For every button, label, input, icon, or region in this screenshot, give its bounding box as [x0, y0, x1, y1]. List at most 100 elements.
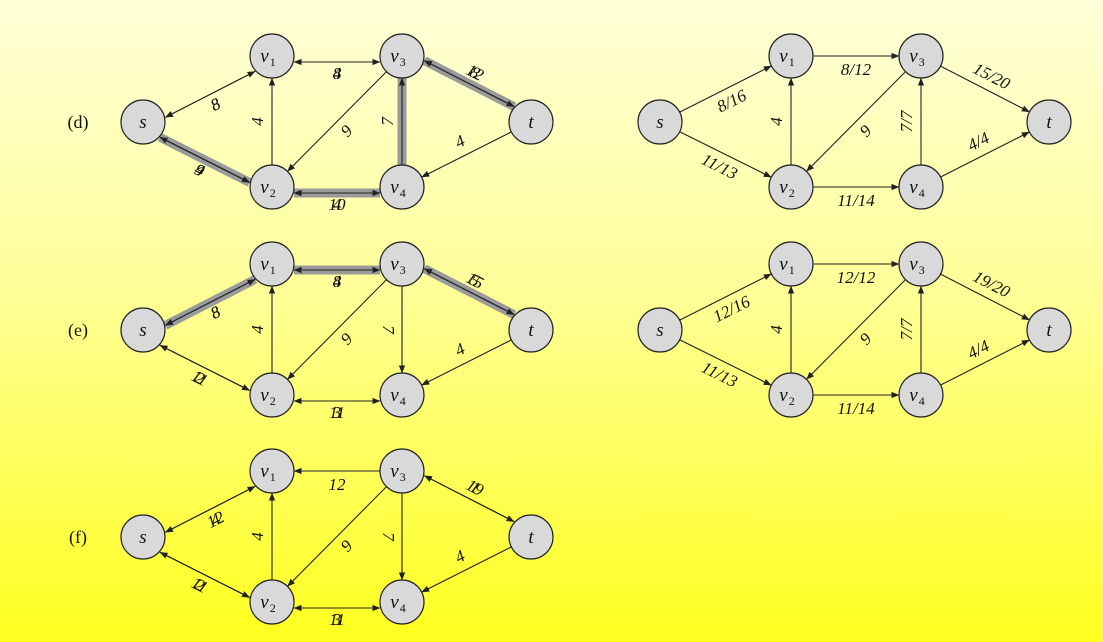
panel-f-residual-edge-label-v2-v4: 3: [332, 610, 342, 629]
panel-d-residual-edge-v2-s: [159, 136, 250, 183]
panel-d-flow-edge-s-v2: [679, 131, 772, 178]
panel-e-residual-edge-label-v2-v4: 3: [332, 403, 342, 422]
panel-f-residual-edge-v2-s: [159, 551, 250, 598]
panel-e-residual-edge-t-v4: [421, 339, 512, 386]
panel-e-residual-edge-label-t-v4: 4: [452, 339, 469, 360]
panel-f-residual-node-v2: [249, 579, 295, 625]
panel-e-flow-edge-label-v3-t: 19/20: [970, 267, 1014, 302]
panel-d-flow-edge-label-v2-v1: 4: [767, 117, 786, 126]
panel-e-flow-node-v1: [768, 241, 814, 287]
panel-e-residual-node-label-t: t: [528, 320, 534, 341]
panel-label-e: (e): [68, 320, 88, 341]
panel-d-residual-edge-t-v3: [423, 60, 515, 108]
panel-e-residual-edge-v2-s: [159, 344, 250, 391]
panel-d-flow-edge-v4-t: [940, 131, 1030, 178]
panel-e-flow-node-label-s: s: [656, 320, 663, 341]
panel-e-residual-edge-label-v2-v1: 4: [248, 325, 267, 334]
panel-d-residual-node-t: [508, 99, 554, 145]
panel-d-residual-node-label-s: s: [139, 112, 146, 133]
panel-e-flow-edge-v3-t: [940, 273, 1030, 321]
panel-d-residual-edge-label-v1-s: 8: [207, 94, 224, 115]
panel-e-flow-edge-v3-v2: [806, 279, 906, 380]
panel-e-residual-edge-label-t-v3: 15: [463, 268, 487, 293]
panel-e-flow-edge-label-v4-v3: 7/7: [897, 317, 916, 340]
panel-f-residual-edge-t-v3: [423, 475, 515, 523]
panel-e-flow-node-v2: [768, 372, 814, 418]
panel-d-flow-edge-label-s-v2: 11/13: [698, 150, 740, 184]
panel-e-flow-edge-label-s-v1: 12/16: [710, 292, 754, 327]
panel-e-residual-edge-label-v4-v2: 11: [329, 403, 345, 422]
panel-d-flow-node-v1: [768, 33, 814, 79]
panel-d-residual-edge-label-v2-v1: 4: [248, 117, 267, 126]
panel-e-residual-edge-t-v3: [423, 268, 515, 316]
panel-d-residual-node-v3: [379, 33, 425, 79]
panel-e-flow-edge-label-v1-v3: 12/12: [837, 268, 876, 287]
panel-d-residual-edge-label-v3-v2: 9: [337, 121, 357, 141]
panel-f-residual-node-v4: [379, 579, 425, 625]
panel-d-flow-node-s: [637, 99, 683, 145]
panel-f-residual-edge-label-v3-v2: 9: [337, 536, 357, 556]
panel-e-flow-edge-v4-t: [940, 339, 1030, 386]
panel-e-flow-node-label-t: t: [1046, 320, 1052, 341]
panel-f-residual-edge-label-v3-v4: 7: [379, 532, 398, 542]
panel-e-flow-edge-s-v2: [679, 339, 772, 386]
panel-e-flow-edge-label-v2-v1: 4: [767, 325, 786, 334]
panel-e-residual-node-v1: [249, 241, 295, 287]
panel-e-residual-edge-label-v3-v4: 7: [379, 325, 398, 335]
panel-e-residual-edge-label-v3-v2: 9: [337, 329, 357, 349]
panel-d-residual-edge-label-v4-v3: 7: [378, 116, 397, 126]
panel-e-flow-edge-label-v4-t: 4/4: [964, 336, 992, 363]
panel-d-residual-edge-v1-s: [164, 70, 256, 118]
panel-d-flow-edge-label-s-v1: 8/16: [714, 86, 750, 117]
panel-f-residual-node-t: [508, 514, 554, 560]
panel-e-flow-node-v4: [898, 372, 944, 418]
panel-f-residual-edge-t-v4: [421, 546, 512, 593]
panel-f-residual-edge-label-v3-v1: 12: [329, 475, 347, 494]
panel-f-residual-edge-label-t-v4: 4: [452, 546, 469, 567]
panel-d-flow-node-v4: [898, 164, 944, 210]
panel-d-flow-edge-s-v1: [679, 65, 772, 113]
panel-d-flow-edge-v3-v2: [806, 71, 906, 172]
panel-d-residual-node-v2: [249, 164, 295, 210]
panel-d-flow-edge-label-v3-t: 15/20: [970, 59, 1014, 94]
panel-d-flow-edge-v3-t: [940, 65, 1030, 113]
panel-f-residual-edge-v1-s: [164, 485, 256, 533]
panel-e-flow-edge-label-s-v2: 11/13: [698, 358, 740, 392]
panel-d-flow-node-v3: [898, 33, 944, 79]
panel-d-flow-node-label-t: t: [1046, 112, 1052, 133]
panel-e-flow-edge-label-v2-v4: 11/14: [837, 399, 875, 418]
panel-d-flow-edge-label-v4-v3: 7/7: [897, 109, 916, 132]
panel-e-residual-edge-label-s-v2: 11: [188, 366, 211, 390]
panel-d-residual-edge-label-v2-s: 4: [192, 160, 209, 181]
panel-d-flow-node-label-s: s: [656, 112, 663, 133]
panel-f-residual-edge-v3-v2: [287, 486, 387, 587]
panel-d-flow-node-t: [1026, 99, 1072, 145]
panel-e-residual-node-label-s: s: [139, 320, 146, 341]
panel-e-flow-node-v3: [898, 241, 944, 287]
panel-label-d: (d): [68, 112, 89, 133]
panel-e-residual-node-v2: [249, 372, 295, 418]
panel-f-residual-edge-label-s-v2: 11: [188, 573, 211, 597]
panel-e-residual-edge-v1-s: [164, 278, 256, 326]
panel-e-residual-node-s: [120, 307, 166, 353]
panel-d-residual-edge-t-v4: [421, 131, 512, 178]
panel-d-residual-edge-label-v1-v3: 4: [333, 64, 342, 83]
panel-f-residual-edge-label-v2-v1: 4: [248, 532, 267, 541]
panel-e-residual-edge-label-v3-v1: 8: [333, 272, 342, 291]
panel-e-flow-edge-label-v3-v2: 9: [856, 329, 876, 349]
panel-d-residual-node-s: [120, 99, 166, 145]
panel-d-flow-node-v2: [768, 164, 814, 210]
panel-f-residual-node-label-t: t: [528, 527, 534, 548]
panel-f-residual-edge-label-t-v3: 19: [463, 475, 487, 500]
panel-f-residual-edge-label-v4-v2: 11: [329, 610, 345, 629]
panel-d-flow-edge-label-v3-v2: 9: [856, 121, 876, 141]
panel-d-flow-edge-label-v2-v4: 11/14: [837, 191, 875, 210]
panel-d-flow-edge-label-v1-v3: 8/12: [841, 60, 872, 79]
panel-e-residual-node-t: [508, 307, 554, 353]
panel-e-flow-edge-s-v1: [679, 273, 772, 321]
panel-d-residual-node-v4: [379, 164, 425, 210]
panel-d-flow-edge-label-v4-t: 4/4: [964, 128, 992, 155]
panel-d-residual-node-label-t: t: [528, 112, 534, 133]
panel-label-f: (f): [69, 527, 87, 548]
